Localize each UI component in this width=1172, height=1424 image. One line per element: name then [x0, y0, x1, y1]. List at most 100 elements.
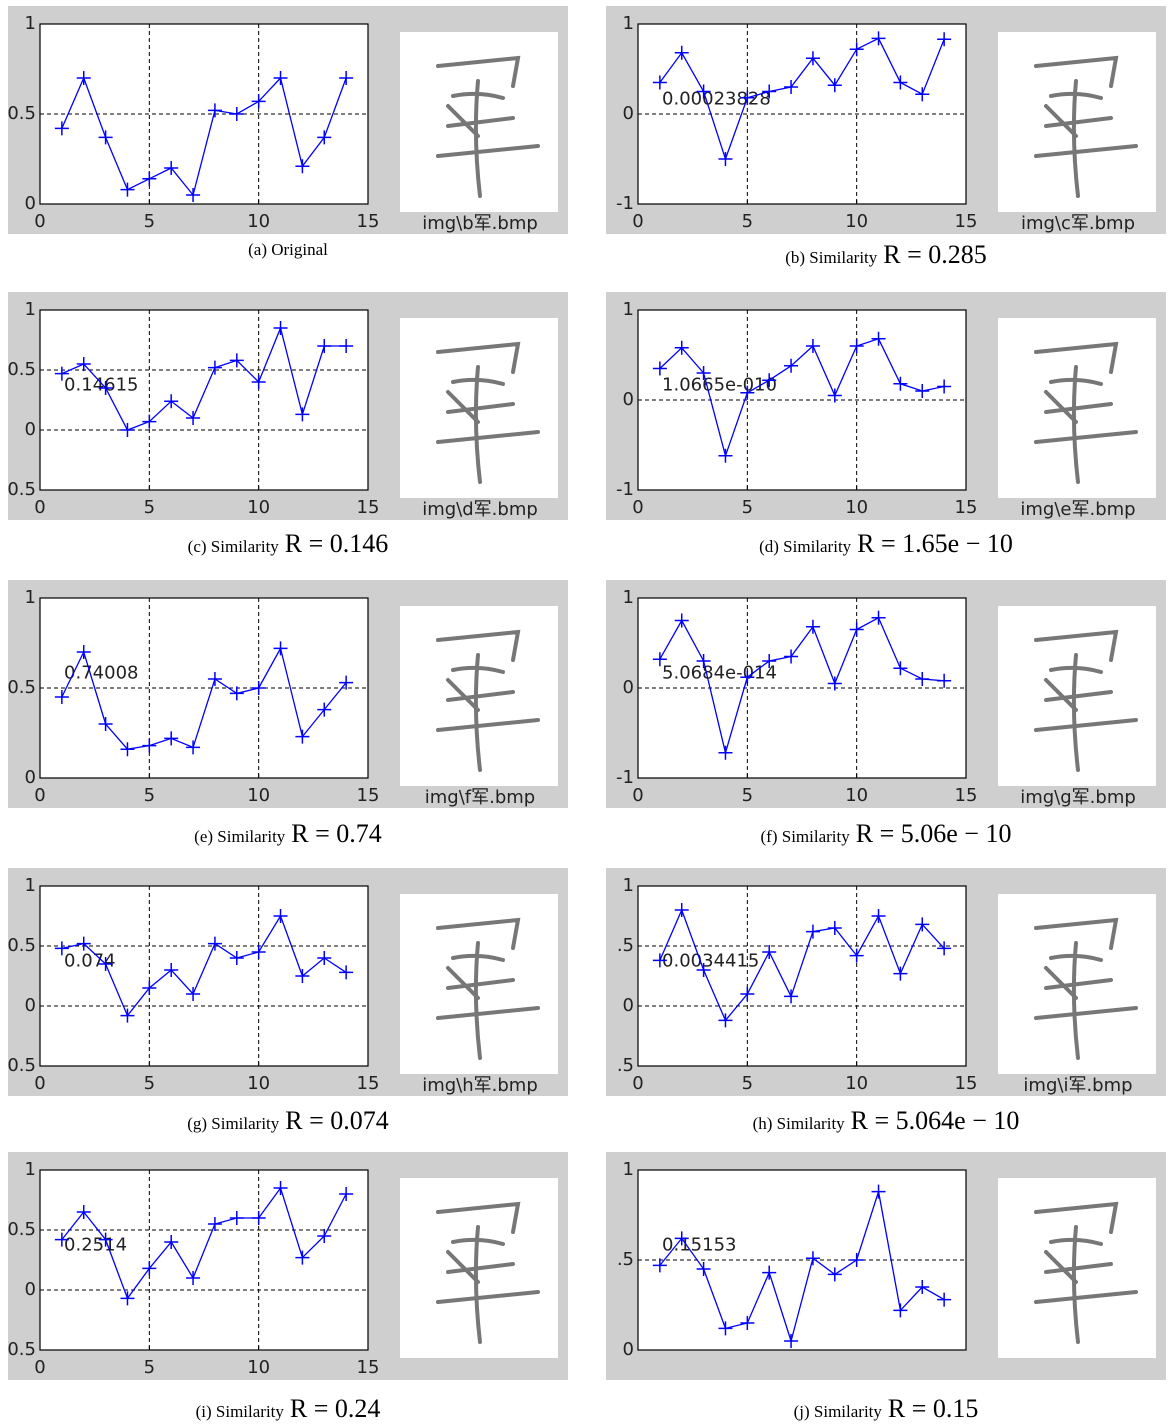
data-point: [762, 373, 777, 388]
y-tick-label: 1: [623, 1159, 634, 1180]
data-point: [805, 619, 820, 634]
data-point: [849, 948, 864, 963]
data-point: [76, 1205, 91, 1219]
x-tick-label: 0: [34, 785, 45, 806]
y-tick-label: 0: [623, 995, 634, 1016]
data-point: [893, 75, 908, 90]
data-point: [339, 1187, 354, 1201]
annotation: 0.14615: [64, 375, 138, 396]
data-point: [273, 641, 288, 656]
character-strokes: [436, 1201, 540, 1344]
plot-area: [39, 309, 369, 491]
data-point: [718, 1321, 733, 1336]
plot-area: [39, 885, 369, 1067]
caption-line: (e) Similarity R = 0.74: [0, 819, 578, 849]
data-point: [674, 613, 689, 628]
data-point: [142, 1261, 157, 1276]
data-point: [186, 740, 201, 755]
x-tick-label: 10: [845, 785, 868, 806]
panel: 0 .5 1 0.15153: [606, 1152, 1166, 1380]
data-point: [54, 121, 69, 136]
filename: img\i军.bmp: [1023, 1075, 1132, 1096]
data-point: [718, 448, 733, 463]
data-point: [784, 649, 799, 664]
data-point: [54, 690, 69, 704]
x-tick-label: 0: [34, 1073, 45, 1094]
y-tick-label: 0: [25, 193, 36, 214]
data-point: [273, 321, 288, 335]
data-point: [696, 366, 711, 380]
data-point: [273, 1181, 288, 1195]
data-point: [674, 1231, 689, 1246]
annotation: 0.0034415: [662, 951, 759, 972]
data-point: [98, 130, 113, 145]
x-tick-label: 5: [144, 211, 155, 232]
data-point: [98, 717, 113, 731]
x-tick-label: 5: [144, 1073, 155, 1094]
data-point: [295, 729, 310, 744]
character-strokes: [1034, 341, 1138, 484]
data-point: [164, 394, 179, 409]
y-tick-label: 1: [25, 13, 36, 34]
formula: R = 1.65e − 10: [857, 529, 1013, 558]
data-line: [61, 914, 347, 1017]
character-strokes: [1034, 1201, 1138, 1344]
data-line: [659, 338, 945, 459]
data-point: [762, 84, 777, 99]
data-point: [339, 675, 354, 690]
data-point: [915, 384, 930, 398]
data-line: [61, 76, 347, 197]
data-point: [915, 672, 930, 686]
x-tick-label: 15: [955, 785, 978, 806]
caption-line: (g) Similarity R = 0.074: [0, 1106, 578, 1136]
data-point: [937, 941, 952, 956]
y-tick-label: 0.5: [8, 1339, 36, 1360]
data-point: [207, 1217, 222, 1231]
x-tick-label: 0: [632, 211, 643, 232]
formula: R = 5.064e − 10: [850, 1106, 1020, 1135]
formula: R = 0.74: [291, 819, 382, 848]
data-line: [61, 325, 347, 431]
data-point: [849, 339, 864, 353]
filename: img\c军.bmp: [1021, 213, 1135, 234]
data-point: [652, 1258, 667, 1273]
data-point: [120, 182, 135, 197]
data-point: [740, 385, 755, 400]
caption: (c) Similarity: [187, 537, 279, 556]
filename: img\g军.bmp: [1020, 787, 1136, 808]
x-tick-label: 15: [357, 1073, 380, 1094]
data-point: [827, 388, 842, 403]
y-tick-label: 0.5: [8, 359, 36, 380]
stroke: [436, 341, 540, 484]
data-point: [142, 738, 157, 753]
x-tick-label: 15: [955, 1073, 978, 1094]
data-point: [164, 963, 179, 977]
panel: 0.500.510 5 10 150.2514: [8, 1152, 568, 1380]
data-point: [893, 1303, 908, 1318]
data-point: [762, 945, 777, 959]
data-point: [317, 130, 332, 145]
data-point: [54, 366, 69, 381]
data-point: [207, 672, 222, 686]
filename: img\d军.bmp: [422, 499, 538, 520]
data-point: [784, 80, 799, 94]
y-tick-label: 1: [25, 299, 36, 320]
data-line: [61, 646, 347, 750]
x-tick-label: 5: [742, 211, 753, 232]
y-tick-label: 0.5: [8, 1055, 36, 1076]
y-tick-label: 0: [25, 767, 36, 788]
x-tick-label: 5: [742, 785, 753, 806]
data-point: [784, 358, 799, 373]
data-point: [251, 945, 266, 959]
stroke: [436, 55, 540, 198]
y-tick-label: .5: [617, 1055, 634, 1076]
data-point: [54, 1232, 69, 1247]
data-point: [120, 1008, 135, 1023]
plot-area: [637, 885, 967, 1067]
y-tick-label: 1: [623, 13, 634, 34]
data-point: [674, 903, 689, 917]
caption-line: (c) Similarity R = 0.146: [0, 529, 578, 559]
